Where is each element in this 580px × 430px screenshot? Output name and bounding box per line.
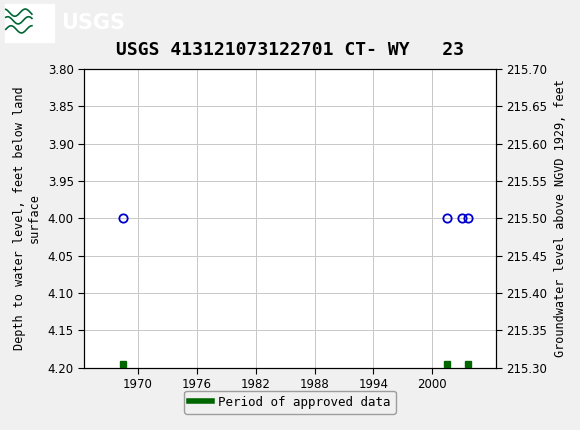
Legend: Period of approved data: Period of approved data (184, 391, 396, 414)
Bar (5, 3, 54, 42)
Text: USGS: USGS (61, 12, 125, 33)
Y-axis label: Groundwater level above NGVD 1929, feet: Groundwater level above NGVD 1929, feet (554, 79, 567, 357)
Text: USGS 413121073122701 CT- WY   23: USGS 413121073122701 CT- WY 23 (116, 41, 464, 59)
Y-axis label: Depth to water level, feet below land
surface: Depth to water level, feet below land su… (13, 86, 41, 350)
